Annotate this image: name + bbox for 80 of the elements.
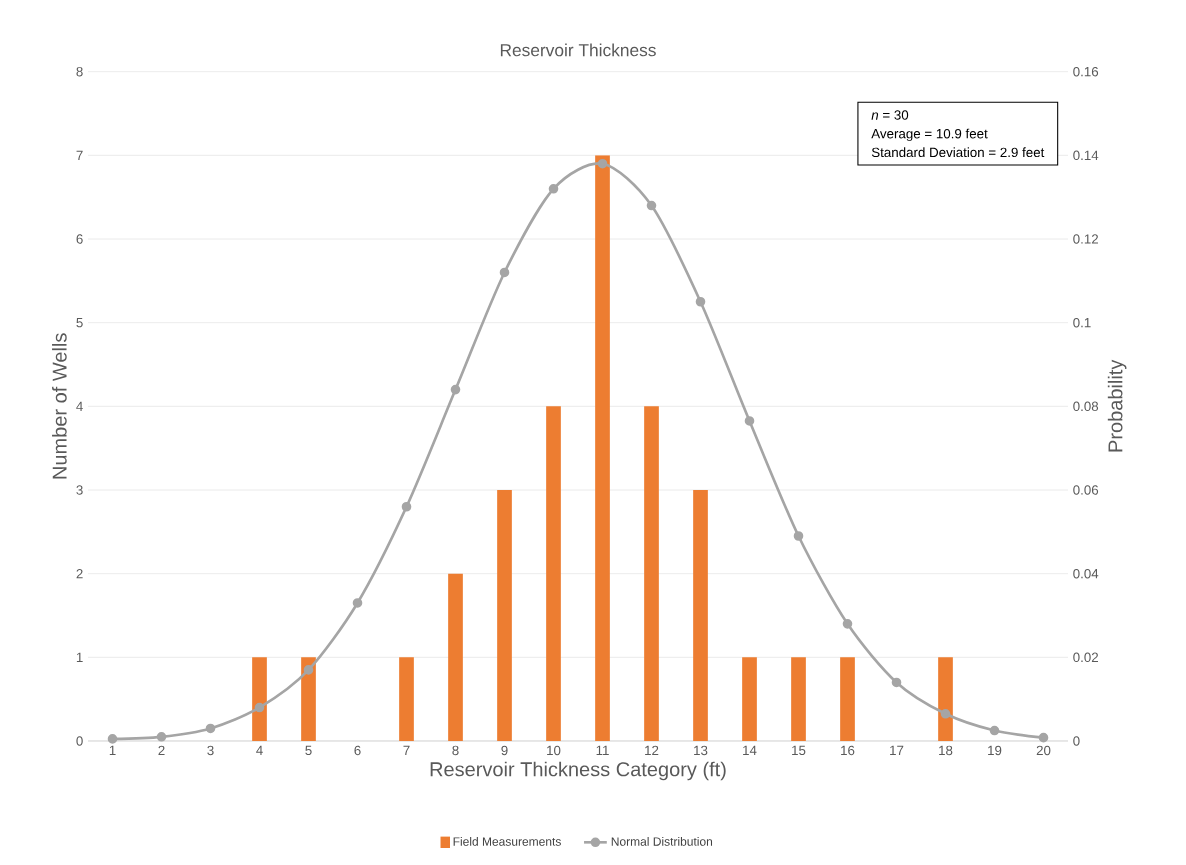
y-tick-label: 1	[76, 652, 83, 662]
y2-tick-label: 0	[1073, 736, 1080, 746]
y2-tick-label: 0.12	[1073, 234, 1098, 244]
point	[695, 296, 706, 307]
point	[891, 677, 902, 688]
y-tick-label: 0	[76, 736, 83, 746]
y2-tick-label: 0.02	[1073, 652, 1098, 663]
x-axis-title: Reservoir Thickness Category (ft)	[430, 761, 726, 781]
x-tick-label: 12	[645, 745, 659, 756]
point	[646, 200, 657, 211]
bar	[497, 490, 512, 741]
x-tick-label: 3	[207, 745, 214, 756]
point	[548, 183, 559, 194]
point	[303, 665, 314, 675]
y2-tick-label: 0.08	[1073, 401, 1099, 412]
annotation: Standard Deviation = 2.9 feet	[871, 147, 1045, 158]
y2-tick-label: 0.06	[1073, 485, 1099, 495]
point	[1038, 732, 1049, 743]
point	[793, 531, 804, 541]
point	[205, 723, 216, 734]
y-tick-label: 6	[76, 234, 83, 244]
x-tick-label: 10	[547, 745, 561, 756]
point	[989, 725, 1000, 736]
point	[107, 734, 118, 744]
y-tick-label: 4	[76, 401, 83, 411]
bar	[252, 657, 267, 741]
x-tick-label: 14	[743, 745, 757, 755]
y-tick-label: 5	[76, 318, 83, 328]
point	[450, 384, 461, 395]
x-tick-label: 16	[841, 745, 855, 756]
point	[597, 158, 608, 169]
x-tick-label: 5	[305, 745, 312, 756]
bar	[546, 406, 561, 741]
x-tick-label: 11	[596, 745, 609, 755]
bar	[840, 657, 855, 741]
x-tick-label: 18	[939, 745, 953, 756]
point	[352, 598, 363, 608]
bar	[448, 573, 463, 741]
bar	[644, 406, 659, 741]
y2-tick-label: 0.04	[1073, 568, 1099, 579]
point	[940, 709, 951, 719]
x-tick-label: 13	[694, 745, 708, 756]
y-tick-label: 7	[76, 150, 83, 160]
y-tick-label: 8	[76, 66, 83, 77]
annotation: n = 30	[871, 110, 909, 120]
point	[156, 732, 167, 742]
bar	[399, 657, 414, 741]
x-tick-label: 19	[988, 745, 1002, 756]
y-tick-label: 3	[76, 485, 83, 495]
bar	[791, 657, 806, 741]
bar	[595, 155, 610, 741]
point	[744, 416, 755, 426]
bar	[742, 657, 757, 741]
x-tick-label: 6	[354, 745, 361, 756]
y-axis-title: Number of Wells	[52, 333, 67, 479]
x-tick-label: 20	[1036, 745, 1051, 756]
point	[254, 702, 265, 713]
legend-label: Normal Distribution	[611, 836, 713, 846]
x-tick-label: 2	[158, 745, 165, 756]
x-tick-label: 8	[452, 745, 459, 756]
point	[842, 619, 853, 629]
point	[401, 501, 412, 512]
y2-tick-label: 0.14	[1073, 150, 1099, 161]
y2-tick-label: 0.16	[1073, 66, 1099, 77]
y2-tick-label: 0.1	[1073, 317, 1091, 328]
x-tick-label: 15	[792, 745, 806, 756]
x-tick-label: 9	[501, 745, 508, 756]
bar	[301, 657, 316, 741]
x-tick-label: 1	[109, 745, 116, 755]
bar	[693, 490, 708, 741]
x-tick-label: 4	[256, 745, 263, 755]
legend-label: Field Measurements	[453, 836, 561, 846]
bar	[938, 657, 953, 741]
y-tick-label: 2	[76, 569, 83, 579]
x-tick-label: 17	[890, 745, 904, 755]
point	[499, 267, 510, 278]
y2-axis-title: Probability	[1107, 359, 1127, 452]
x-tick-label: 7	[403, 745, 410, 755]
chart-title: Reservoir Thickness	[500, 43, 656, 57]
annotation: Average = 10.9 feet	[871, 128, 988, 142]
